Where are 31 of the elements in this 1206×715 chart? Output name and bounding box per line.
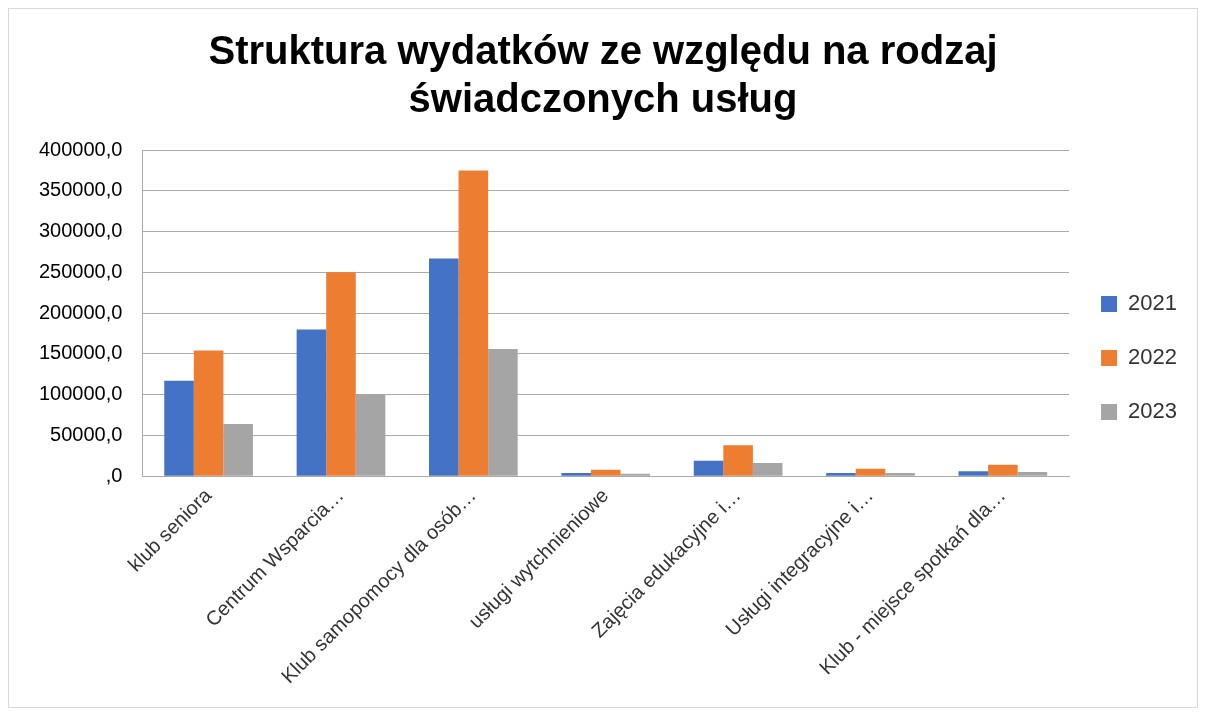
bar — [561, 472, 591, 476]
bar — [1017, 472, 1048, 476]
bar — [193, 350, 224, 476]
text: Struktura wydatków ze względu na rodzaj — [208, 28, 998, 73]
y-tick-label: 300000,0 — [39, 219, 123, 242]
bar — [958, 471, 989, 476]
y-tick-label: 350000,0 — [39, 178, 123, 201]
bar — [988, 464, 1018, 476]
bar — [458, 170, 489, 476]
legend-label: 2022 — [1128, 344, 1178, 370]
bar — [590, 469, 621, 476]
y-tick-label: 400000,0 — [39, 137, 123, 160]
bar — [429, 258, 459, 476]
bar — [296, 329, 327, 476]
bar — [826, 472, 856, 476]
text: świadczonych usług — [408, 76, 798, 121]
bar — [693, 460, 724, 476]
bar — [723, 445, 753, 476]
y-tick-label: 250000,0 — [39, 259, 123, 282]
y-tick-label: 100000,0 — [39, 382, 123, 405]
bar — [855, 468, 886, 476]
bar — [752, 463, 783, 476]
bar — [885, 472, 915, 476]
y-tick-label: ,0 — [105, 463, 123, 486]
y-tick-label: 150000,0 — [39, 341, 123, 364]
bar — [326, 272, 356, 476]
y-tick-label: 200000,0 — [39, 300, 123, 323]
y-tick-label: 50000,0 — [50, 422, 123, 445]
legend-label: 2021 — [1128, 290, 1178, 316]
bar — [164, 380, 194, 476]
legend-label: 2023 — [1128, 398, 1178, 424]
